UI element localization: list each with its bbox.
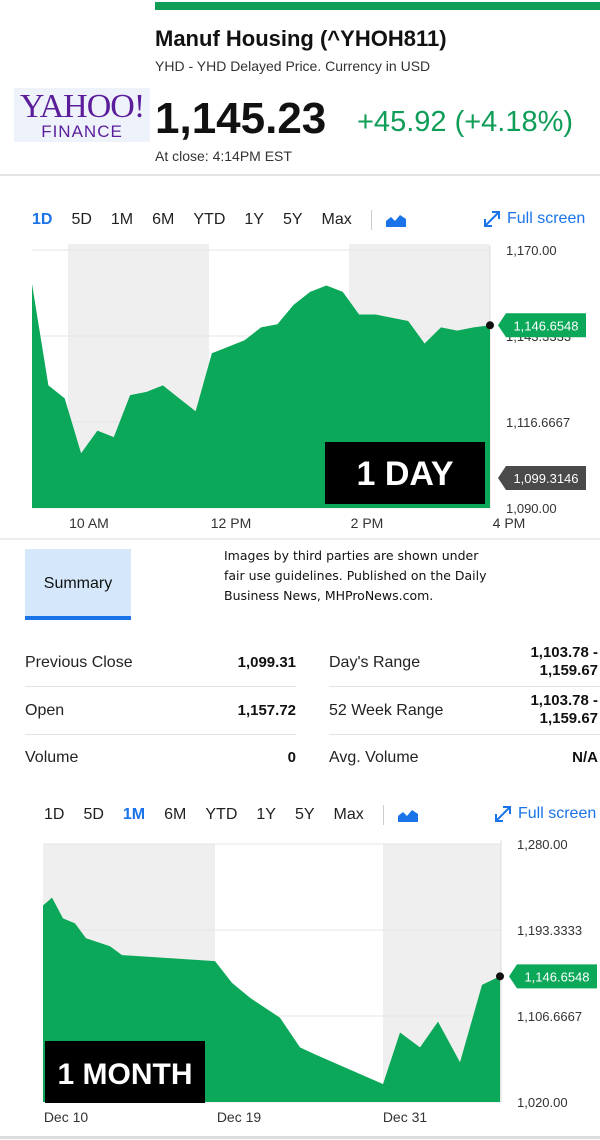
stat-value-volume: 0 (287, 749, 296, 766)
c2-x-tick-label: Dec 31 (383, 1109, 428, 1125)
c2-current-label: 1,146.6548 (524, 969, 589, 984)
chart1-tab-1m[interactable]: 1M (110, 211, 134, 228)
c2-y-tick-label: 1,106.6667 (517, 1009, 582, 1024)
chart-divider (0, 538, 600, 540)
chart2-fullscreen-button[interactable]: Full screen (494, 805, 596, 823)
close-time: At close: 4:14PM EST (155, 148, 292, 164)
chart2-tab-5y[interactable]: 5Y (294, 806, 315, 823)
stat-divider (25, 734, 296, 735)
stat-value-open: 1,157.72 (237, 702, 296, 719)
chart1-tab-5d[interactable]: 5D (71, 211, 92, 228)
c1-current-tag (498, 313, 586, 338)
chart1-tab-ytd[interactable]: YTD (193, 211, 226, 228)
c2-y-tick-label: 1,280.00 (517, 837, 568, 852)
tab-summary[interactable]: Summary (25, 549, 131, 619)
chart2-monthly[interactable]: 1,280.00 1,193.3333 1,106.6667 1,020.00 Dec… (0, 830, 600, 1135)
chart1-fullscreen-button[interactable]: Full screen (483, 210, 585, 228)
chart1-tab-1y[interactable]: 1Y (244, 211, 264, 228)
yahoo-finance-logo: YAHOO! FINANCE (14, 88, 150, 142)
c2-current-tag (509, 964, 597, 989)
page-title: Manuf Housing (^YHOH811) (155, 26, 447, 51)
fair-use-disclaimer: Images by third parties are shown under … (222, 545, 502, 607)
stat-value-previous-close: 1,099.31 (237, 654, 296, 671)
current-price: 1,145.23 (155, 94, 327, 143)
chart2-tab-max[interactable]: Max (333, 806, 364, 823)
stat-value-days-range-high: 1,159.67 (539, 662, 598, 679)
bottom-divider (0, 1136, 600, 1139)
chart2-range-tabs: 1D 5D 1M 6M YTD 1Y 5Y Max (44, 805, 418, 825)
chart1-watermark: 1 DAY (356, 455, 453, 493)
disclaimer-line-1: Images by third parties are shown under (224, 548, 479, 563)
chart2-tab-ytd[interactable]: YTD (205, 806, 238, 823)
stat-label-52-week-range: 52 Week Range (329, 702, 444, 719)
c2-x-tick-label: Dec 19 (217, 1109, 262, 1125)
chart2-tab-1m[interactable]: 1M (122, 806, 146, 823)
area-chart-icon[interactable] (385, 213, 406, 227)
logo-sub-text: FINANCE (41, 122, 123, 141)
chart1-tab-6m[interactable]: 6M (152, 211, 175, 228)
price-change: +45.92 (+4.18%) (357, 106, 574, 138)
stat-label-previous-close: Previous Close (25, 654, 133, 671)
stat-value-52-week-high: 1,159.67 (539, 710, 598, 727)
stat-divider (329, 686, 600, 687)
c1-y-tick-label: 1,090.00 (506, 501, 557, 516)
c1-x-tick-label: 12 PM (211, 515, 251, 531)
expand-icon (495, 806, 511, 822)
stat-value-days-range-low: 1,103.78 - (530, 644, 598, 661)
top-accent-bar (155, 2, 600, 10)
chart1-tab-max[interactable]: Max (321, 211, 352, 228)
chart1-tab-1d[interactable]: 1D (32, 211, 53, 228)
quote-source-subtitle: YHD - YHD Delayed Price. Currency in USD (155, 58, 431, 74)
stat-label-open: Open (25, 702, 65, 719)
header-divider (0, 174, 600, 176)
c1-x-tick-label: 2 PM (351, 515, 384, 531)
expand-icon (484, 211, 500, 227)
chart2-tab-1y[interactable]: 1Y (256, 806, 276, 823)
c1-x-tick-label: 10 AM (69, 515, 109, 531)
chart2-tab-5d[interactable]: 5D (83, 806, 104, 823)
c2-x-tick-label: Dec 10 (44, 1109, 89, 1125)
chart2-watermark-box (45, 1041, 205, 1103)
stat-label-days-range: Day's Range (329, 654, 421, 671)
c1-x-tick-label: 4 PM (493, 515, 526, 531)
chart2-fullscreen-label: Full screen (518, 805, 597, 822)
chart2-tab-1d[interactable]: 1D (44, 806, 65, 823)
stat-divider (25, 686, 296, 687)
c1-y-tick-label: 1,116.6667 (506, 415, 570, 430)
chart1-tabs-divider (370, 210, 372, 230)
chart2-watermark: 1 MONTH (58, 1058, 193, 1091)
c1-prev-close-tag (498, 465, 586, 490)
stat-value-avg-volume: N/A (572, 749, 598, 766)
c2-y-tick-label: 1,020.00 (517, 1095, 568, 1110)
stat-divider (329, 734, 600, 735)
c2-y-tick-label: 1,193.3333 (517, 923, 582, 938)
c1-last-point (486, 321, 494, 330)
logo-brand-text: YAHOO! (19, 88, 145, 125)
chart1-watermark-box (325, 442, 485, 504)
c1-y-tick-label: 1,170.00 (506, 243, 557, 258)
stat-label-avg-volume: Avg. Volume (329, 749, 419, 766)
stat-label-volume: Volume (25, 749, 79, 766)
chart2-tab-6m[interactable]: 6M (164, 806, 187, 823)
area-chart-icon[interactable] (397, 808, 418, 822)
disclaimer-line-3: Business News, MHProNews.com. (224, 588, 434, 603)
c1-current-label: 1,146.6548 (513, 318, 578, 333)
chart2-tabs-divider (382, 805, 384, 825)
disclaimer-line-2: fair use guidelines. Published on the Da… (224, 568, 487, 583)
stat-value-52-week-low: 1,103.78 - (530, 692, 598, 709)
chart1-range-tabs: 1D 5D 1M 6M YTD 1Y 5Y Max (32, 210, 406, 230)
chart1-tab-5y[interactable]: 5Y (282, 211, 303, 228)
summary-tab-underline (25, 616, 131, 620)
c2-last-point (496, 972, 504, 981)
c1-prev-close-label: 1,099.3146 (513, 471, 578, 486)
chart1-fullscreen-label: Full screen (507, 210, 586, 227)
